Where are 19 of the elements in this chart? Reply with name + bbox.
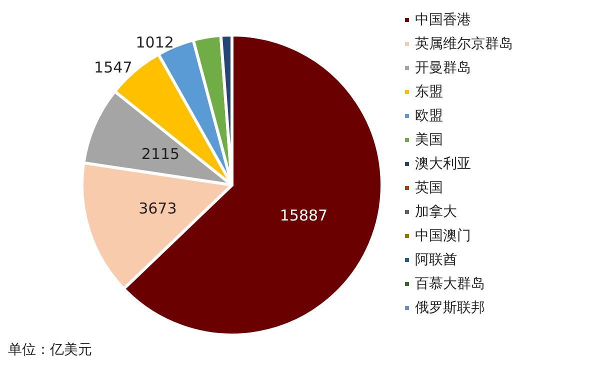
legend-label: 欧盟 — [415, 108, 443, 124]
data-label: 2115 — [141, 144, 180, 163]
legend-label: 开曼群岛 — [415, 60, 471, 76]
legend-label: 加拿大 — [415, 204, 457, 220]
legend-label: 俄罗斯联邦 — [415, 300, 485, 316]
legend-label: 英属维尔京群岛 — [415, 36, 513, 52]
data-label: 3673 — [138, 200, 177, 218]
legend-label: 美国 — [415, 132, 443, 148]
data-label: 15887 — [280, 206, 328, 225]
legend-label: 中国澳门 — [415, 228, 471, 244]
text: 单位：亿美元 — [8, 342, 92, 358]
legend-label: 澳大利亚 — [415, 156, 471, 172]
legend-label: 阿联酋 — [415, 252, 457, 268]
legend-label: 英国 — [415, 180, 443, 196]
data-label: 1547 — [94, 58, 132, 77]
legend-label: 中国香港 — [415, 12, 471, 28]
legend-label: 百慕大群岛 — [415, 276, 485, 292]
data-label: 1012 — [136, 33, 174, 52]
legend-label: 东盟 — [415, 84, 443, 100]
